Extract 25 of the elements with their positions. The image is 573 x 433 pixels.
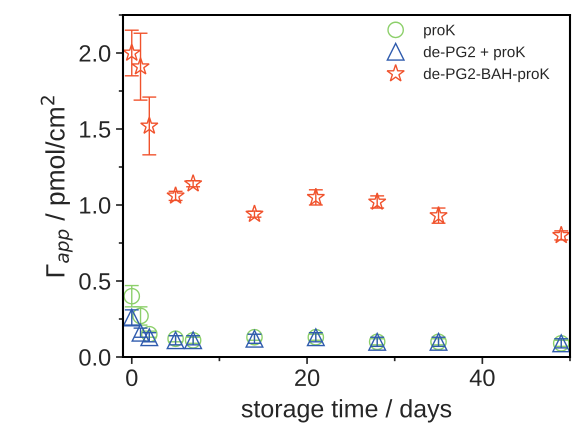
x-tick-label: 40 [470, 369, 495, 386]
x-axis-title: storage time / days [242, 399, 452, 422]
point [140, 326, 158, 343]
point [140, 116, 159, 134]
point [140, 328, 158, 346]
y-tick-label: 1.0 [80, 197, 110, 214]
x-tick-label: 20 [295, 369, 320, 386]
y-tick-label: 1.5 [80, 121, 110, 138]
point [184, 174, 202, 192]
legend-label: de-PG2 + proK [424, 46, 526, 60]
x-tick-label: 0 [126, 369, 138, 386]
legend-label: proK [424, 24, 456, 38]
point [123, 308, 141, 327]
legend-label: de-PG2-BAH-proK [424, 68, 550, 82]
y-tick-label: 2.0 [80, 45, 110, 62]
y-tick-label: 0.0 [79, 349, 110, 366]
point [552, 226, 570, 244]
y-tick-label: 0.5 [79, 273, 110, 290]
point [123, 43, 142, 61]
y-axis-title: Γ$_{app}$ / pmol/cm$^{2}$ [40, 96, 73, 276]
point [245, 204, 264, 222]
point [368, 192, 386, 210]
point [132, 324, 150, 342]
point [131, 56, 150, 75]
point [166, 186, 185, 204]
